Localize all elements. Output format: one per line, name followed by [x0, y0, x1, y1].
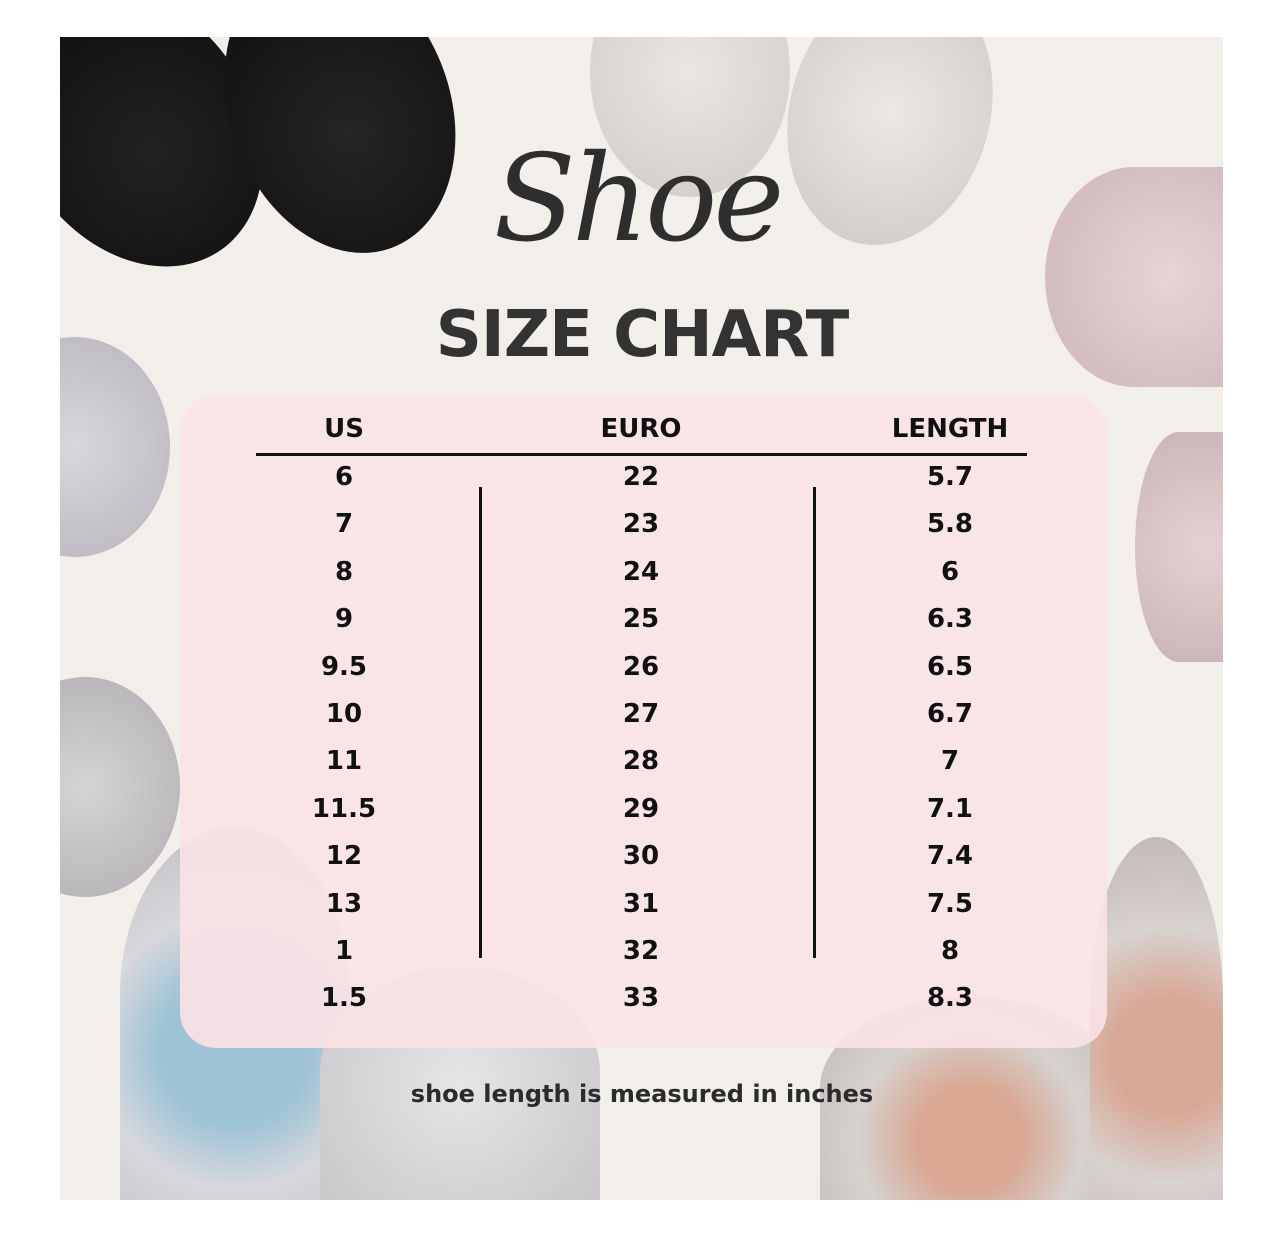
euro-size-cell: 32	[622, 936, 660, 966]
pink-shoe-image	[1135, 432, 1223, 662]
euro-size-cell: 28	[622, 746, 660, 777]
us-size-cell: 11	[325, 746, 363, 777]
euro-size-cell: 24	[622, 556, 660, 587]
us-size-cell: 7	[334, 509, 354, 540]
length-cell: 7	[940, 746, 960, 777]
length-cell: 6.5	[926, 651, 974, 682]
euro-size-cell: 26	[622, 651, 660, 682]
page-title: SIZE CHART	[435, 298, 849, 372]
length-cell: 5.8	[926, 509, 974, 540]
length-cell: 6.3	[926, 604, 974, 635]
us-size-cell: 13	[325, 888, 363, 919]
length-cell: 7.1	[926, 793, 974, 824]
us-size-cell: 11.5	[311, 793, 377, 824]
column-header-us: US	[324, 414, 364, 444]
title-script: Shoe	[493, 130, 785, 269]
euro-size-cell: 31	[622, 888, 660, 919]
column-divider	[479, 487, 482, 958]
us-size-cell: 9.5	[320, 651, 368, 682]
euro-size-cell: 23	[622, 509, 660, 540]
euro-size-cell: 30	[622, 841, 660, 872]
column-divider	[813, 487, 816, 958]
length-cell: 8.3	[926, 983, 974, 1014]
size-table-panel	[180, 395, 1107, 1048]
length-cell: 7.5	[926, 888, 974, 919]
length-cell: 6	[940, 556, 960, 587]
us-size-cell: 12	[325, 841, 363, 872]
us-size-cell: 9	[334, 604, 354, 635]
euro-size-cell: 22	[622, 462, 660, 492]
us-size-cell: 8	[334, 556, 354, 587]
column-header-length: LENGTH	[891, 414, 1009, 444]
euro-size-cell: 25	[622, 604, 660, 635]
pink-shoe-image	[1045, 167, 1223, 387]
measurement-note: shoe length is measured in inches	[410, 1080, 874, 1108]
length-cell: 7.4	[926, 841, 974, 872]
length-cell: 5.7	[926, 462, 974, 492]
column-header-euro: EURO	[600, 414, 682, 444]
euro-size-cell: 29	[622, 793, 660, 824]
length-cell: 8	[940, 936, 960, 966]
us-size-cell: 6	[334, 462, 354, 492]
us-size-cell: 1	[334, 936, 354, 966]
euro-size-cell: 33	[622, 983, 660, 1014]
header-divider	[256, 453, 1027, 456]
us-size-cell: 1.5	[320, 983, 368, 1014]
glitter-bow-shoe-image	[1090, 837, 1223, 1200]
length-cell: 6.7	[926, 699, 974, 729]
euro-size-cell: 27	[622, 699, 660, 729]
us-size-cell: 10	[325, 699, 363, 729]
